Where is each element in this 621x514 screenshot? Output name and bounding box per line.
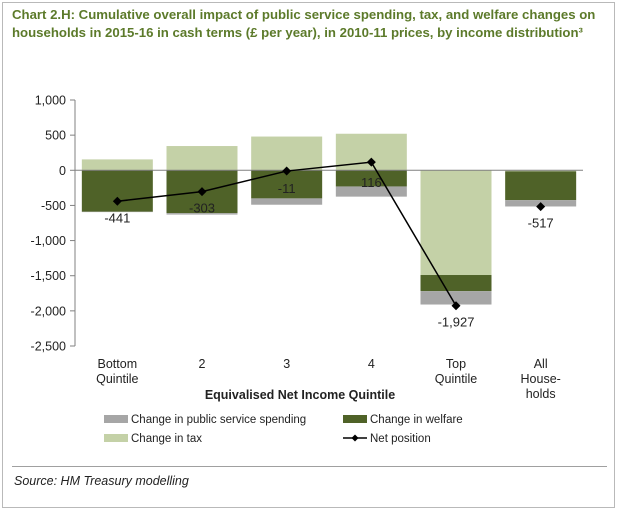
bar-welfare (335, 170, 407, 187)
y-tick-label: 500 (45, 129, 66, 143)
data-label: -11 (278, 181, 296, 196)
bar-public-service (335, 186, 407, 197)
bar-public-service (251, 198, 323, 205)
x-category-label: 3 (283, 357, 290, 371)
x-category-label: holds (526, 387, 556, 401)
y-tick-label: -2,500 (31, 340, 66, 354)
bar-tax (420, 170, 492, 276)
bar-welfare (505, 171, 577, 201)
legend-label: Net position (370, 433, 431, 445)
data-label: 116 (361, 175, 382, 190)
net-position-marker (282, 166, 292, 176)
legend: Change in public service spending Change … (104, 414, 463, 445)
x-category-label: 2 (199, 357, 206, 371)
x-category-label: Quintile (96, 372, 138, 386)
net-position-marker (366, 157, 376, 167)
net-position-marker (451, 301, 461, 311)
y-tick-label: 0 (59, 164, 66, 178)
y-tick-label: -2,000 (31, 304, 66, 318)
legend-label: Change in public service spending (131, 414, 306, 426)
legend-swatch-welfare (343, 415, 367, 423)
bar-tax (505, 170, 577, 172)
data-label: -441 (104, 210, 130, 225)
x-category-label: Top (446, 357, 466, 371)
legend-swatch-tax (104, 434, 128, 442)
y-tick-label: 1,000 (35, 94, 66, 108)
y-tick-label: -500 (41, 199, 66, 213)
source-note: Source: HM Treasury modelling (14, 474, 189, 488)
source-divider (12, 466, 607, 467)
legend-label: Change in welfare (370, 414, 463, 426)
bar-tax (81, 159, 153, 171)
bar-welfare (420, 275, 492, 292)
legend-swatch-public-service (104, 415, 128, 423)
plot-area: 1,000 500 0 -500 -1,000 -1,500 -2,000 -2,500 -44… (31, 94, 583, 402)
data-label: -1,927 (438, 315, 475, 330)
bar-tax (166, 146, 238, 171)
x-category-label: All (534, 357, 548, 371)
bar-tax (251, 136, 323, 171)
x-axis-title: Equivalised Net Income Quintile (205, 388, 395, 402)
data-label: -517 (528, 216, 554, 231)
data-label: -303 (189, 201, 215, 216)
legend-label: Change in tax (131, 433, 202, 445)
x-category-label: 4 (368, 357, 375, 371)
chart-frame (2, 2, 615, 508)
y-tick-label: -1,000 (31, 234, 66, 248)
net-position-marker (536, 202, 546, 212)
bar-public-service (166, 213, 238, 215)
chart-title: Chart 2.H: Cumulative overall impact of … (12, 7, 596, 40)
x-category-label: House- (521, 372, 561, 386)
x-category-label: Quintile (435, 372, 477, 386)
bar-public-service (420, 291, 492, 305)
legend-marker-net-position (351, 434, 359, 442)
net-position-marker (197, 187, 207, 197)
x-category-label: Bottom (98, 357, 138, 371)
net-position-marker (112, 196, 122, 206)
y-tick-label: -1,500 (31, 269, 66, 283)
